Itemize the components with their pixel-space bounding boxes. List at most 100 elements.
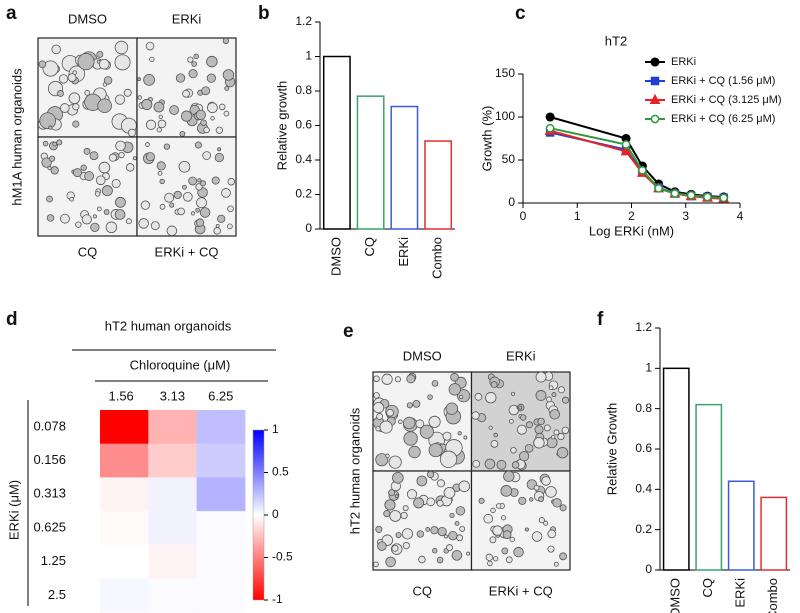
- organoid: [418, 555, 426, 564]
- x-tick-label: DMSO: [328, 237, 343, 276]
- organoid: [41, 157, 52, 168]
- data-point: [638, 165, 647, 175]
- y-tick-label: 0.6: [295, 118, 312, 132]
- organoid: [190, 211, 196, 216]
- y-tick-label: 0: [508, 195, 515, 209]
- organoid: [182, 89, 190, 98]
- organoid: [385, 453, 390, 458]
- organoid: [533, 437, 545, 449]
- organoid: [226, 223, 233, 230]
- organoid: [406, 489, 418, 500]
- organoid: [556, 447, 569, 459]
- y-tick-label: 0: [645, 562, 652, 576]
- organoid: [195, 183, 203, 191]
- organoid: [443, 534, 448, 539]
- organoid: [511, 391, 516, 396]
- organoid: [159, 178, 165, 185]
- image-label: CQ: [413, 583, 433, 598]
- organoid: [197, 178, 202, 183]
- x-tick-label: CQ: [362, 237, 377, 257]
- organoid: [195, 109, 206, 120]
- x-axis-label: Log ERKi (nM): [589, 223, 674, 238]
- organoid: [140, 200, 150, 210]
- organoid: [156, 127, 162, 133]
- organoid: [436, 556, 444, 564]
- organoid: [83, 147, 91, 155]
- organoid: [173, 190, 182, 200]
- organoid: [373, 375, 380, 383]
- organoid: [451, 550, 463, 561]
- organoid: [459, 525, 466, 532]
- organoid: [145, 119, 157, 130]
- organoid: [114, 54, 131, 71]
- organoid: [158, 114, 163, 120]
- x-tick-label: 0: [520, 209, 527, 223]
- organoid: [145, 152, 155, 162]
- organoid: [379, 420, 393, 434]
- organoid: [547, 529, 557, 539]
- organoid: [559, 552, 567, 561]
- organoid: [437, 526, 447, 537]
- organoid: [108, 153, 117, 162]
- organoid: [406, 374, 416, 384]
- panel-label: b: [258, 3, 270, 24]
- organoid: [545, 486, 557, 498]
- organoid: [457, 431, 462, 436]
- organoid: [561, 426, 570, 435]
- organoid: [199, 180, 206, 187]
- organoid: [538, 517, 545, 524]
- organoid: [114, 196, 126, 208]
- organoid: [398, 419, 403, 425]
- series-line: [549, 129, 724, 200]
- organoid: [474, 392, 483, 401]
- organoid: [202, 151, 212, 160]
- legend-marker: [650, 57, 660, 67]
- organoid: [56, 139, 63, 146]
- heat-cell: [148, 511, 198, 546]
- organoid: [105, 221, 118, 234]
- organoid: [489, 536, 497, 544]
- organoid: [403, 431, 418, 446]
- heat-cell: [196, 477, 246, 512]
- organoid: [114, 94, 126, 105]
- panel-label: f: [597, 309, 604, 330]
- organoid: [215, 126, 223, 134]
- organoid: [493, 432, 498, 438]
- organoid: [210, 116, 215, 121]
- organoid: [89, 151, 99, 161]
- organoid: [138, 218, 149, 229]
- organoid: [553, 561, 559, 567]
- organoid: [103, 209, 110, 215]
- x-axis-label: Chloroquine (μM): [130, 357, 231, 372]
- data-point: [654, 184, 663, 193]
- image-label: DMSO: [68, 11, 107, 26]
- organoid: [125, 163, 135, 172]
- organoid: [143, 74, 155, 86]
- legend-marker: [650, 114, 660, 124]
- organoid: [42, 60, 59, 77]
- organoid: [543, 520, 549, 526]
- organoid: [454, 521, 460, 526]
- organoid: [51, 44, 61, 55]
- organoid: [98, 161, 111, 174]
- y-tick-label: 0.6: [635, 441, 652, 455]
- organoid: [448, 383, 461, 396]
- organoid: [166, 225, 178, 237]
- organoid: [428, 415, 441, 428]
- organoid: [47, 166, 52, 171]
- organoid: [377, 541, 387, 551]
- organoid: [96, 206, 102, 212]
- organoid: [156, 161, 166, 171]
- data-point: [545, 112, 555, 122]
- organoid: [487, 560, 493, 567]
- bar: [760, 496, 788, 571]
- x-tick-label: Combo: [765, 578, 780, 613]
- organoid: [395, 532, 402, 539]
- organoid: [58, 74, 69, 84]
- organoid: [59, 103, 70, 113]
- organoid: [538, 496, 544, 503]
- y-axis-label: ERKi (μM): [6, 480, 21, 540]
- organoid: [389, 510, 402, 522]
- organoid: [472, 459, 481, 468]
- colorbar: [252, 429, 265, 601]
